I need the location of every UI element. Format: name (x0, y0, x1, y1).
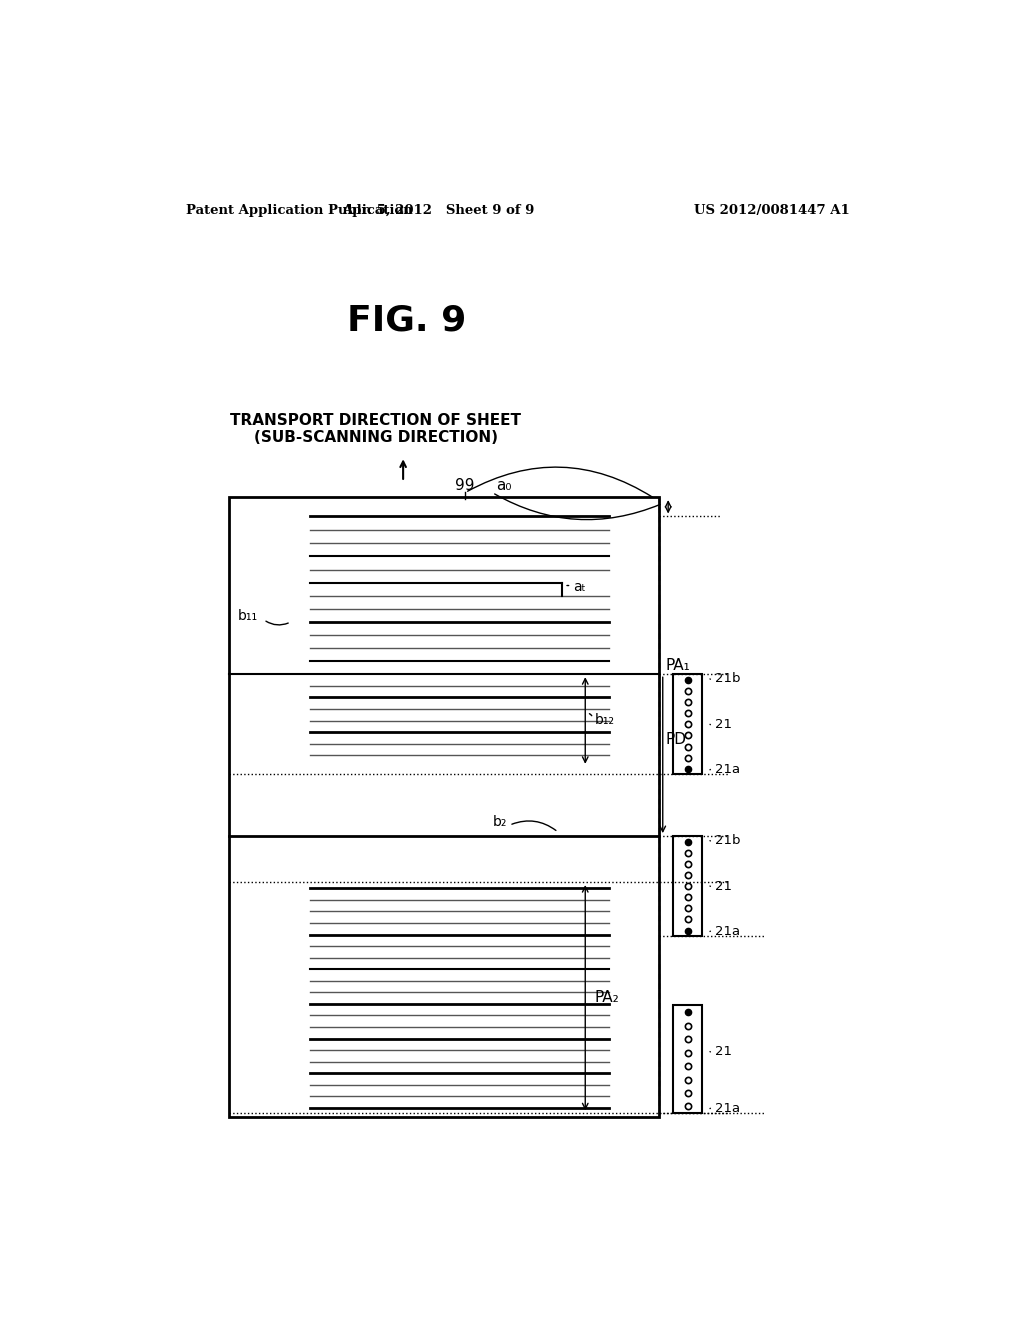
Text: PA₁: PA₁ (665, 657, 690, 673)
Bar (673, 836, 702, 936)
Text: 21: 21 (715, 1045, 732, 1059)
Bar (673, 1006, 702, 1113)
Text: TRANSPORT DIRECTION OF SHEET: TRANSPORT DIRECTION OF SHEET (230, 413, 521, 428)
Text: FIG. 9: FIG. 9 (347, 304, 467, 337)
Text: 21: 21 (715, 718, 732, 731)
Bar (228, 498, 658, 1117)
Text: a₀: a₀ (496, 478, 512, 494)
Text: 21a: 21a (715, 925, 739, 939)
Text: PD: PD (665, 733, 686, 747)
Text: (SUB-SCANNING DIRECTION): (SUB-SCANNING DIRECTION) (254, 429, 498, 445)
Text: 21b: 21b (715, 672, 740, 685)
Text: 99: 99 (456, 478, 475, 494)
Text: b₂: b₂ (493, 816, 507, 829)
Text: Patent Application Publication: Patent Application Publication (186, 205, 413, 218)
Bar (673, 675, 702, 775)
Text: 21a: 21a (715, 1102, 739, 1115)
Text: PA₂: PA₂ (595, 990, 620, 1006)
Text: b₁₁: b₁₁ (238, 609, 258, 623)
Text: 21: 21 (715, 879, 732, 892)
Text: b₁₂: b₁₂ (595, 714, 614, 727)
Text: Apr. 5, 2012   Sheet 9 of 9: Apr. 5, 2012 Sheet 9 of 9 (342, 205, 535, 218)
Text: 21a: 21a (715, 763, 739, 776)
Text: 21b: 21b (715, 834, 740, 847)
Text: aₜ: aₜ (573, 579, 587, 594)
Text: US 2012/0081447 A1: US 2012/0081447 A1 (693, 205, 850, 218)
